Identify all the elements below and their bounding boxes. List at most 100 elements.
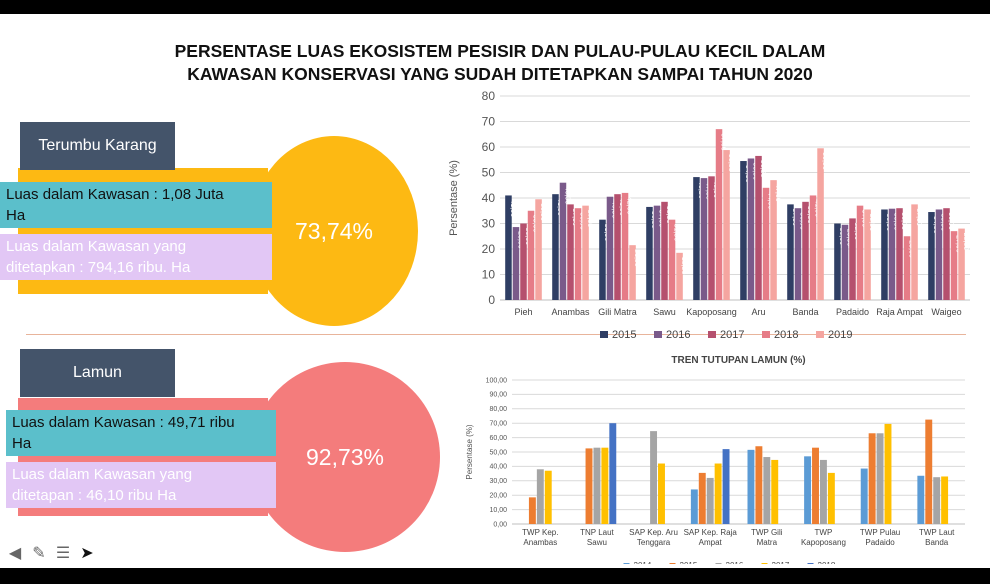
data-label: 44,00 bbox=[767, 192, 774, 210]
legend-entry: 2015 bbox=[680, 561, 698, 564]
x-tick-label: Sawu bbox=[587, 538, 607, 547]
data-label: 37,50 bbox=[791, 208, 798, 226]
y-tick-label: 20,00 bbox=[489, 493, 507, 500]
data-label: 37,00 bbox=[586, 210, 593, 228]
bar bbox=[582, 205, 589, 300]
y-tick-label: 100,00 bbox=[486, 377, 508, 384]
data-label: 42,00 bbox=[626, 197, 633, 215]
bar bbox=[935, 209, 943, 300]
bar bbox=[650, 431, 658, 524]
data-label: 48,50 bbox=[712, 180, 719, 198]
bar bbox=[747, 158, 755, 300]
x-tick-label: TWP Gili bbox=[751, 528, 783, 537]
y-axis-label: Persentase (%) bbox=[465, 424, 474, 479]
data-label: 41,50 bbox=[618, 198, 625, 216]
x-tick-label: Pieh bbox=[514, 307, 532, 317]
y-tick-label: 20 bbox=[482, 242, 496, 256]
bar bbox=[693, 177, 700, 300]
menu-icon[interactable]: ☰ bbox=[55, 545, 71, 562]
bar bbox=[520, 223, 527, 300]
legend-entry: 2017 bbox=[772, 561, 790, 564]
pointer-icon[interactable]: ➤ bbox=[80, 545, 94, 562]
pen-icon[interactable]: ✎ bbox=[32, 545, 46, 562]
lamun-luas-line1: Luas dalam Kawasan : 49,71 ribu bbox=[12, 414, 235, 431]
bar bbox=[804, 456, 812, 524]
x-tick-label: Matra bbox=[757, 538, 778, 547]
bar bbox=[763, 457, 771, 524]
lamun-luas-info: Luas dalam Kawasan : 49,71 ribu Ha bbox=[6, 410, 276, 456]
legend-swatch bbox=[807, 563, 814, 564]
legend-swatch bbox=[623, 563, 630, 564]
bar bbox=[770, 180, 777, 300]
terumbu-tetap-line2: ditetapkan : 794,16 ribu. Ha bbox=[6, 259, 191, 276]
legend-entry: 2018 bbox=[774, 329, 798, 338]
terumbu-label-text: Terumbu Karang bbox=[38, 137, 157, 154]
bar bbox=[528, 497, 536, 524]
bar bbox=[740, 161, 747, 300]
legend-entry: 2017 bbox=[720, 329, 744, 338]
bar bbox=[601, 447, 609, 524]
bar bbox=[849, 218, 856, 300]
bar bbox=[661, 201, 668, 300]
y-tick-label: 60 bbox=[482, 140, 496, 154]
bar bbox=[794, 208, 802, 300]
y-tick-label: 30 bbox=[482, 217, 496, 231]
bar bbox=[606, 196, 614, 300]
bar bbox=[812, 447, 819, 524]
bar bbox=[941, 476, 949, 524]
bar bbox=[544, 470, 552, 524]
bar bbox=[658, 463, 665, 524]
x-tick-label: TWP bbox=[815, 528, 833, 537]
terumbu-percent: 73,74% bbox=[294, 217, 373, 244]
data-label: 41,00 bbox=[814, 199, 821, 217]
legend-swatch bbox=[816, 331, 824, 338]
y-tick-label: 10 bbox=[482, 268, 496, 282]
data-label: 28,60 bbox=[516, 231, 523, 249]
lamun-label: Lamun bbox=[20, 349, 175, 397]
bar bbox=[708, 176, 715, 300]
bar bbox=[950, 231, 958, 300]
legend-swatch bbox=[762, 331, 770, 338]
bar bbox=[512, 227, 520, 300]
lamun-circle: 92,73% bbox=[250, 362, 440, 552]
bar bbox=[629, 245, 636, 300]
lamun-ditetapan-info: Luas dalam Kawasan yang ditetapan : 46,1… bbox=[6, 462, 276, 508]
x-tick-label: Ampat bbox=[699, 538, 723, 547]
x-tick-label: Gili Matra bbox=[598, 307, 637, 317]
y-tick-label: 80,00 bbox=[489, 406, 507, 413]
bar bbox=[714, 463, 722, 524]
data-label: 38,50 bbox=[665, 206, 672, 224]
data-label: 27,00 bbox=[955, 235, 962, 253]
bar bbox=[827, 472, 835, 524]
title-line-2: KAWASAN KONSERVASI YANG SUDAH DITETAPKAN… bbox=[187, 64, 813, 84]
x-tick-label: TNP Laut bbox=[580, 528, 614, 537]
bar bbox=[527, 210, 535, 300]
bar bbox=[864, 209, 871, 300]
bar bbox=[552, 194, 559, 300]
terumbu-ditetapkan-info: Luas dalam Kawasan yang ditetapkan : 794… bbox=[0, 234, 272, 280]
x-tick-label: Sawu bbox=[653, 307, 676, 317]
legend-swatch bbox=[600, 331, 608, 338]
arrow-left-icon[interactable]: ◀ bbox=[8, 545, 22, 562]
bar bbox=[856, 205, 864, 300]
data-label: 36,00 bbox=[900, 212, 907, 230]
y-tick-label: 80 bbox=[482, 89, 496, 103]
bar bbox=[925, 419, 933, 524]
data-label: 47,80 bbox=[704, 182, 711, 200]
y-tick-label: 40,00 bbox=[489, 464, 507, 471]
legend-swatch bbox=[669, 563, 676, 564]
bar bbox=[621, 192, 629, 300]
bar bbox=[943, 208, 950, 300]
x-tick-label: Banda bbox=[925, 538, 949, 547]
legend-entry: 2015 bbox=[612, 329, 636, 338]
x-tick-label: Banda bbox=[792, 307, 818, 317]
legend-entry: 2018 bbox=[818, 561, 836, 564]
bar bbox=[762, 187, 770, 300]
slide: PERSENTASE LUAS EKOSISTEM PESISIR DAN PU… bbox=[0, 14, 990, 568]
data-label: 59,50 bbox=[821, 152, 828, 170]
bar bbox=[567, 204, 574, 300]
legend-swatch bbox=[708, 331, 716, 338]
bar bbox=[585, 448, 593, 524]
bar bbox=[928, 212, 935, 300]
bar bbox=[884, 423, 892, 524]
